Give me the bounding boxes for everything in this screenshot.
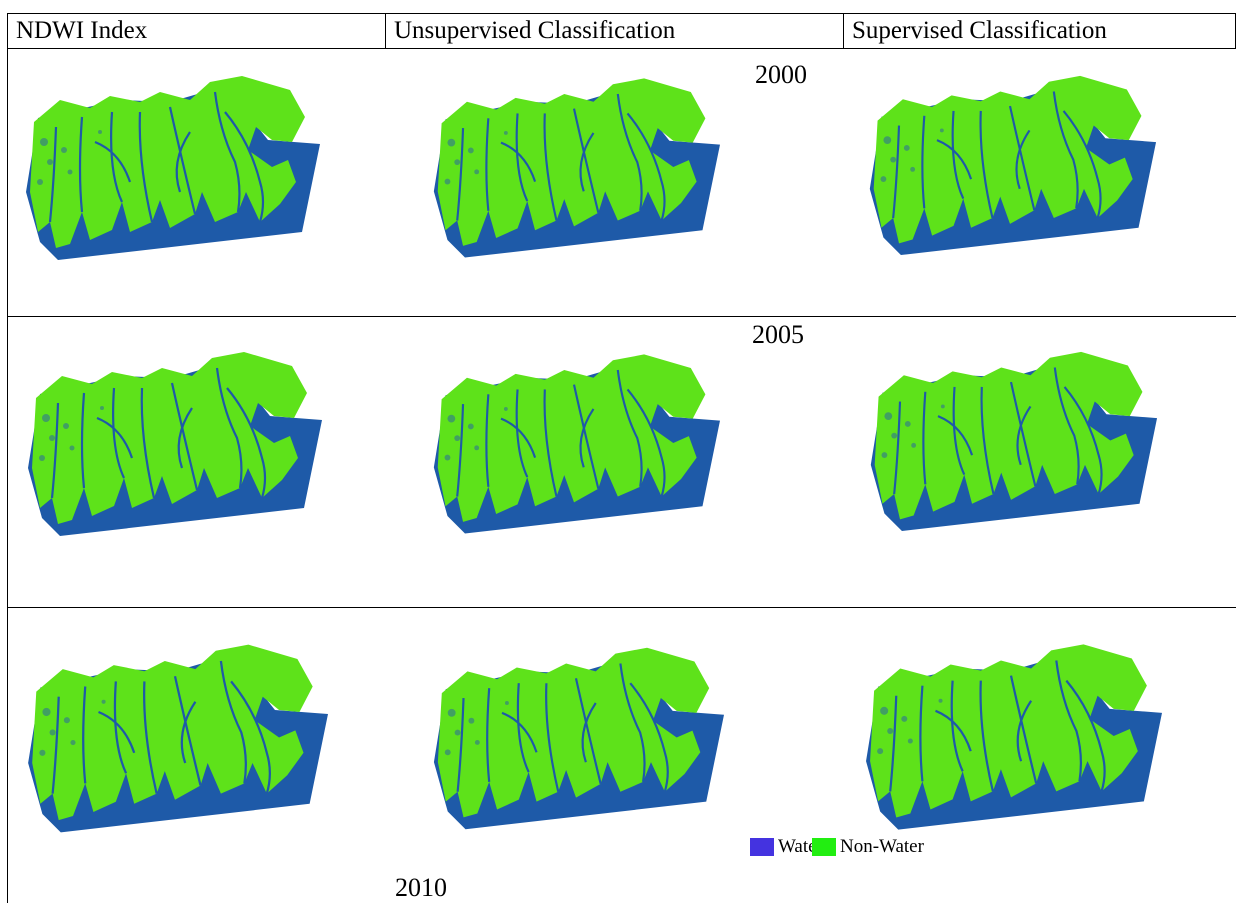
map-image: [428, 640, 724, 835]
legend-swatch: [812, 838, 836, 856]
map-image: [860, 640, 1162, 832]
column-header: Unsupervised Classification: [386, 14, 843, 48]
legend-label: Non-Water: [840, 836, 924, 858]
year-label: 2000: [755, 60, 807, 90]
map-image: [22, 348, 322, 538]
column-header: NDWI Index: [8, 14, 385, 48]
map-image: [22, 640, 328, 835]
legend-swatch: [750, 838, 774, 856]
rule: [7, 48, 1236, 49]
column-header: Supervised Classification: [844, 14, 1235, 48]
map-image: [860, 72, 1160, 257]
map-image: [428, 348, 720, 538]
rule: [7, 316, 1236, 317]
year-label: 2005: [752, 320, 804, 350]
page: {"table": {"headers": ["NDWI Index", "Un…: [0, 0, 1236, 903]
map-image: [862, 348, 1160, 533]
map-image: [428, 72, 720, 262]
map-image: [20, 72, 320, 262]
year-label: 2010: [395, 873, 447, 903]
rule: [7, 607, 1236, 608]
rule: [7, 13, 8, 903]
